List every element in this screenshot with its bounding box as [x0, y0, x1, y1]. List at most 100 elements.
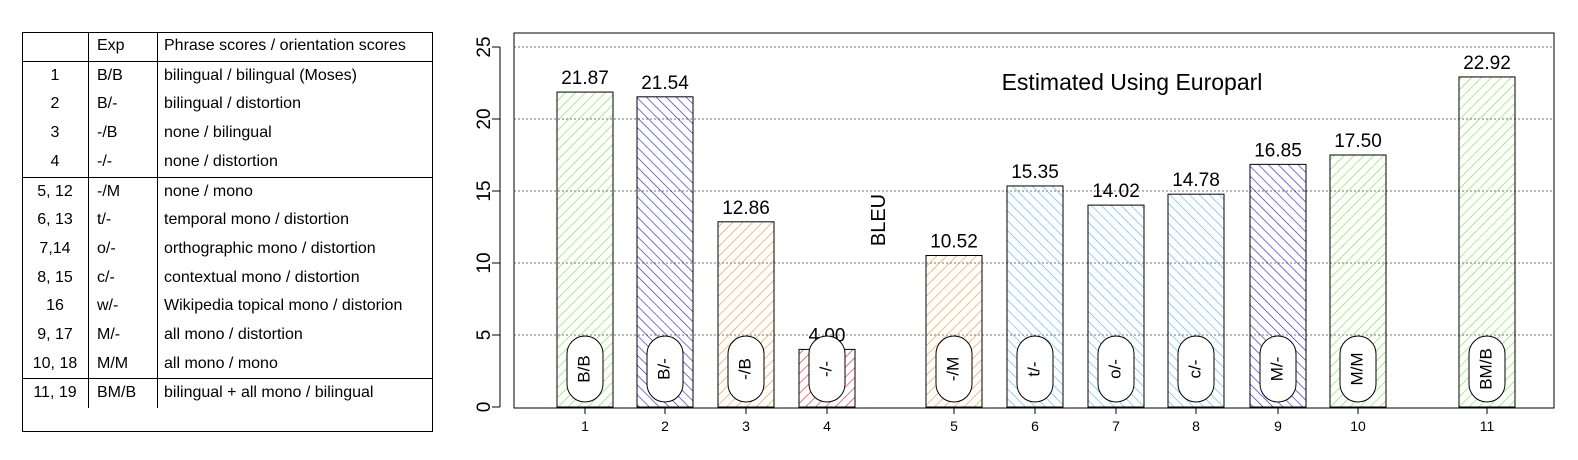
x-tick-label: 4 — [823, 418, 831, 434]
y-tick-label: 15 — [474, 180, 495, 201]
plot-frame — [513, 32, 1555, 409]
bar-label-pill — [808, 335, 846, 403]
y-tick-label: 5 — [474, 330, 495, 341]
table-cell-exp: B/- — [88, 90, 158, 120]
y-tick-label: 25 — [474, 36, 495, 57]
table-cell-exp: -/M — [88, 176, 158, 207]
bar-label-pill — [1339, 335, 1377, 403]
table-cell-id: 11, 19 — [22, 378, 89, 409]
bar-label-pill — [646, 335, 684, 403]
table-header-cell: Phrase scores / orientation scores — [164, 37, 406, 54]
table-header-cell — [22, 32, 89, 62]
table-cell-id: 5, 12 — [22, 176, 89, 207]
table-cell-description: all mono / mono — [164, 354, 278, 372]
x-tick-label: 8 — [1192, 418, 1200, 434]
bar-label-pill — [727, 335, 765, 403]
bar-name-label: -/B — [735, 358, 754, 380]
table-header-row: Exp Phrase scores / orientation scores — [22, 32, 432, 62]
x-tick-label: 2 — [661, 418, 669, 434]
table-cell-id: 8, 15 — [22, 263, 89, 293]
bar-label-pill — [566, 335, 604, 403]
table-row: 6, 13 t/- temporal mono / distortion — [22, 206, 432, 235]
y-tick-label: 0 — [474, 402, 495, 413]
table-cell-id: 1 — [22, 60, 89, 91]
bar-label-pill — [1177, 335, 1215, 403]
x-tick-label: 6 — [1031, 418, 1039, 434]
table-cell-id: 3 — [22, 119, 89, 148]
bar-name-label: -/M — [943, 357, 962, 382]
x-tick-label: 1 — [581, 418, 589, 434]
bar-chart: 21.87B/B21.54B/-12.86-/B4.00-/-10.52-/M1… — [474, 32, 1555, 434]
bar-name-label: B/B — [574, 355, 593, 382]
table-row: 2 B/- bilingual / distortion — [22, 90, 432, 120]
table-cell-exp: c/- — [88, 263, 158, 293]
table-row: 11, 19 BM/B bilingual + all mono / bilingu… — [22, 378, 432, 409]
table-cell-exp: t/- — [88, 206, 158, 235]
y-axis-label: BLEU — [868, 194, 890, 246]
bar-name-label: c/- — [1185, 360, 1204, 379]
bar-label-pill — [1259, 335, 1297, 403]
bar-name-label: t/- — [1024, 361, 1043, 376]
table-body: 1 B/B bilingual / bilingual (Moses) 2 B/- bil… — [22, 60, 432, 409]
bar-value-label: 22.92 — [1463, 53, 1511, 74]
table-cell-id: 7,14 — [22, 234, 89, 264]
table-cell-id: 9, 17 — [22, 321, 89, 350]
table-row: 8, 15 c/- contextual mono / distortion — [22, 263, 432, 293]
table-row: 16 w/- Wikipedia topical mono / distorion — [22, 292, 432, 322]
table-row: 1 B/B bilingual / bilingual (Moses) — [22, 60, 432, 91]
bar-value-label: 21.87 — [561, 68, 609, 89]
bar-label-pill — [1016, 335, 1054, 403]
table-row: 4 -/- none / distortion — [22, 147, 432, 178]
table-cell-exp: -/B — [88, 119, 158, 148]
bar-value-label: 14.78 — [1172, 170, 1220, 191]
bar-name-label: M/M — [1347, 352, 1366, 385]
bar-name-label: -/- — [816, 361, 835, 377]
y-tick-label: 20 — [474, 108, 495, 129]
table-row: 9, 17 M/- all mono / distortion — [22, 321, 432, 350]
table-cell-id: 10, 18 — [22, 349, 89, 379]
table-cell-description: bilingual / bilingual (Moses) — [157, 60, 432, 91]
table-cell-description: bilingual / distortion — [164, 95, 301, 113]
x-tick-label: 3 — [742, 418, 750, 434]
table-cell-exp: M/M — [88, 349, 158, 379]
bars: 21.87B/B21.54B/-12.86-/B4.00-/-10.52-/M1… — [556, 53, 1516, 408]
bar-value-label: 14.02 — [1092, 181, 1140, 202]
table-cell-exp: o/- — [88, 234, 158, 264]
x-tick-label: 5 — [950, 418, 958, 434]
table-row: 10, 18 M/M all mono / mono — [22, 349, 432, 379]
x-tick-label: 9 — [1274, 418, 1282, 434]
table-cell-exp: B/B — [88, 60, 158, 91]
table-cell-exp: -/- — [88, 147, 158, 178]
table-row: 7,14 o/- orthographic mono / distortion — [22, 234, 432, 264]
x-tick-label: 11 — [1480, 418, 1495, 434]
table-cell-description: temporal mono / distortion — [164, 211, 349, 229]
bar-label-pill — [1097, 335, 1135, 403]
legend-table: Exp Phrase scores / orientation scores 1… — [22, 32, 432, 409]
table-cell-exp: BM/B — [88, 378, 158, 409]
bar-label-pill — [935, 335, 973, 403]
table-row: 3 -/B none / bilingual — [22, 119, 432, 148]
x-tick-label: 7 — [1112, 418, 1120, 434]
axes: 0 5 10 15 20 25 1 2 3 4 5 6 7 8 9 10 11 — [474, 36, 1494, 434]
table-cell-description: none / bilingual — [164, 124, 272, 142]
bar-value-label: 17.50 — [1334, 131, 1382, 152]
table-cell-exp: M/- — [88, 321, 158, 350]
bar-name-label: o/- — [1105, 359, 1124, 379]
table-cell-id: 16 — [22, 292, 89, 322]
bar-label-pill — [1468, 335, 1506, 403]
table-cell-id: 2 — [22, 90, 89, 120]
bar-value-label: 12.86 — [722, 198, 770, 219]
table-header-cell: Exp — [88, 32, 158, 62]
table-cell-description: none / distortion — [164, 152, 278, 170]
bar-value-label: 21.54 — [641, 73, 689, 94]
y-tick-label: 10 — [474, 252, 495, 273]
chart-title: Estimated Using Europarl — [1002, 69, 1263, 95]
bar-value-label: 15.35 — [1011, 162, 1059, 183]
bar-value-label: 10.52 — [930, 232, 978, 253]
table-cell-description: orthographic mono / distortion — [164, 239, 376, 257]
table-cell-description: none / mono — [157, 176, 432, 207]
table-cell-exp: w/- — [88, 292, 158, 322]
x-tick-label: 10 — [1350, 418, 1366, 434]
bar-name-label: M/- — [1267, 357, 1286, 382]
table-cell-description: contextual mono / distortion — [164, 268, 360, 286]
